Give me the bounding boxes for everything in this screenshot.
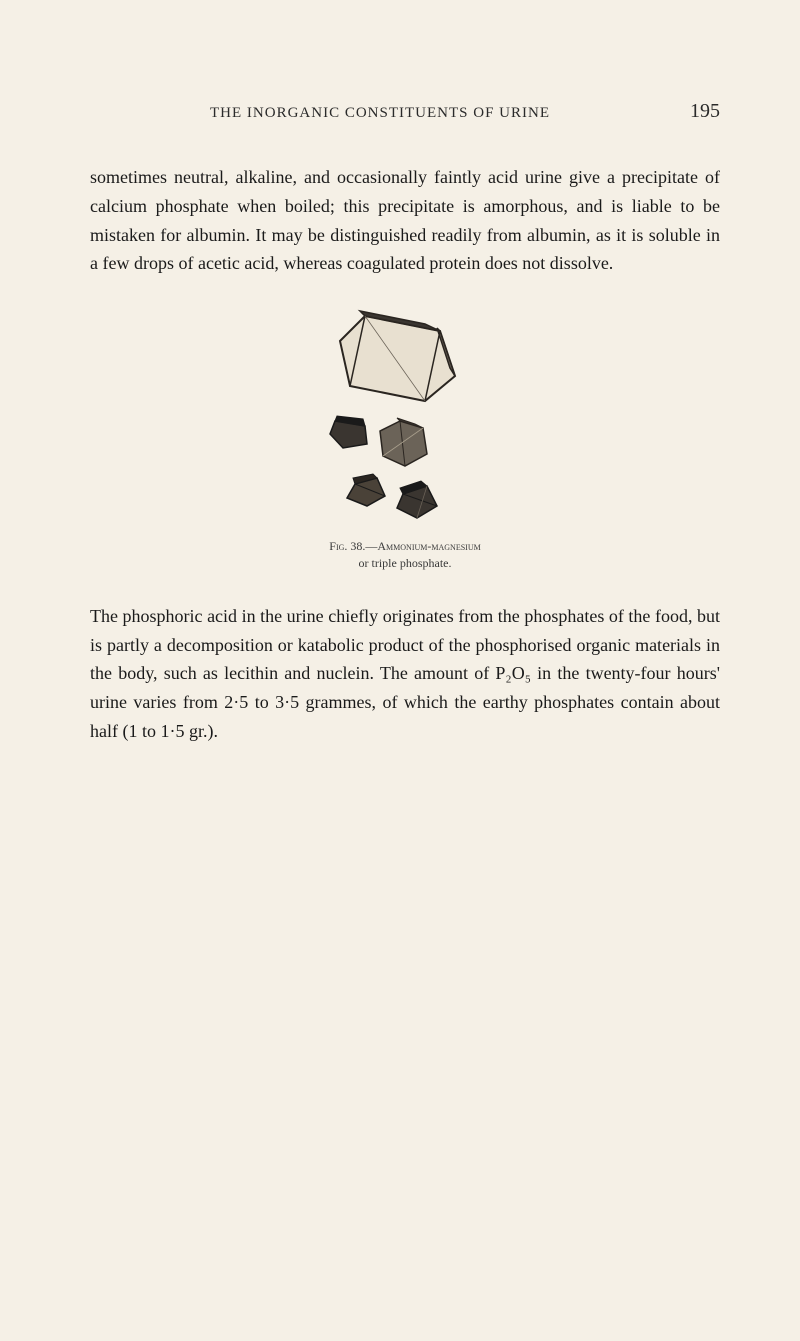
- running-title: THE INORGANIC CONSTITUENTS OF URINE: [90, 105, 670, 122]
- paragraph-1: sometimes neutral, alkaline, and occasio…: [90, 163, 720, 278]
- caption-line-2: or triple phosphate.: [359, 556, 452, 570]
- small-crystal-left-icon: [330, 416, 367, 448]
- hexagon-crystal-icon: [380, 418, 427, 466]
- page-number: 195: [690, 100, 720, 123]
- figure-caption: Fig. 38.—Ammonium-magnesium or triple ph…: [329, 538, 480, 572]
- paragraph-2: The phosphoric acid in the urine chiefly…: [90, 602, 720, 746]
- large-crystal-icon: [340, 311, 455, 401]
- figure-38: Fig. 38.—Ammonium-magnesium or triple ph…: [90, 306, 720, 572]
- octahedral-crystal-left-icon: [347, 474, 385, 506]
- caption-line-1: Fig. 38.—Ammonium-magnesium: [329, 539, 480, 553]
- page-header: THE INORGANIC CONSTITUENTS OF URINE 195: [90, 100, 720, 123]
- octahedral-crystal-right-icon: [397, 481, 437, 518]
- crystal-illustration: [305, 306, 505, 526]
